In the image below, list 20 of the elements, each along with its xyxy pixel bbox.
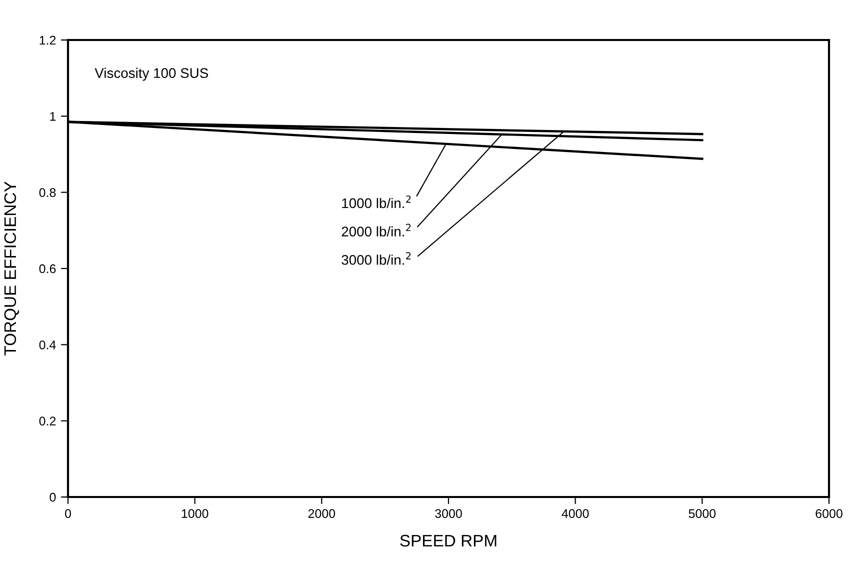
x-tick-label: 0	[65, 509, 71, 518]
y-axis-title: TORQUE EFFICIENCY	[4, 182, 20, 356]
x-tick-label: 4000	[562, 509, 589, 518]
y-tick-label: 0.8	[39, 188, 56, 197]
x-tick-label: 2000	[308, 509, 336, 518]
y-tick-label: 0.4	[39, 340, 56, 350]
annotation: 1000 lb/in.$^{2}$	[342, 195, 411, 208]
y-tick-label: 0	[50, 492, 56, 502]
y-tick-label: 0.2	[39, 416, 56, 426]
annotation: 2000 lb/in.$^{2}$	[342, 224, 411, 236]
y-tick-label: 1	[50, 112, 56, 121]
x-tick-label: 3000	[435, 509, 462, 518]
annotation: 3000 lb/in.$^{2}$	[342, 252, 411, 265]
annotation: Viscosity 100 SUS	[94, 68, 208, 81]
y-tick-label: 1.2	[40, 36, 56, 45]
x-tick-label: 1000	[182, 509, 208, 518]
x-axis-title: SPEED RPM	[400, 534, 496, 547]
x-tick-label: 6000	[816, 509, 842, 518]
x-tick-label: 5000	[688, 509, 716, 518]
y-tick-label: 0.6	[39, 264, 56, 274]
